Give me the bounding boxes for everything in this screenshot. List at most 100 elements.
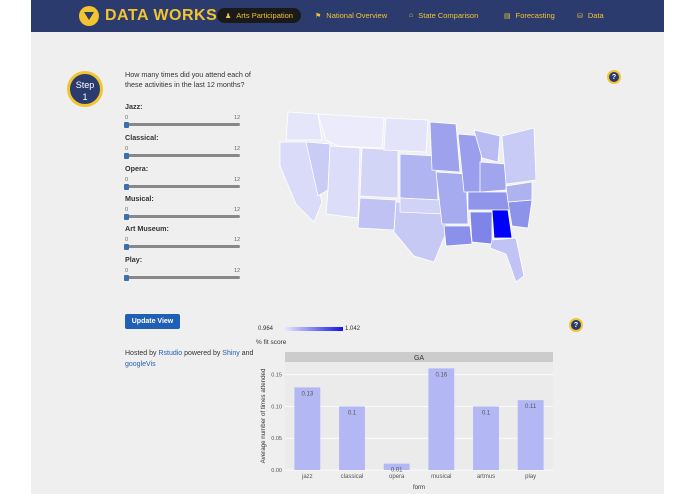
slider-track[interactable]: [125, 185, 240, 188]
nav-label: Arts Participation: [236, 11, 293, 20]
slider-track[interactable]: [125, 154, 240, 157]
rstudio-link[interactable]: Rstudio: [158, 350, 183, 357]
nav-arts-participation[interactable]: ♟ Arts Participation: [217, 8, 301, 23]
slider-min: 0: [125, 207, 129, 213]
nav-forecasting[interactable]: ▤ Forecasting: [496, 8, 563, 23]
brand-title: DATA WORKS: [105, 7, 218, 24]
nav-label: National Overview: [326, 11, 388, 20]
bar-play[interactable]: [517, 400, 544, 470]
slider-min: 0: [125, 115, 129, 121]
chart-title: GA: [414, 355, 424, 362]
bar-classical[interactable]: [339, 406, 365, 470]
hosted-prefix: Hosted by: [125, 350, 159, 357]
brand[interactable]: DATA WORKS: [79, 4, 217, 28]
y-tick-label: 0.00: [271, 468, 282, 474]
nav-state-comparison[interactable]: ⌂ State Comparison: [401, 8, 486, 23]
slider-track[interactable]: [125, 276, 240, 279]
y-axis-label: Average number of times attended: [260, 368, 267, 463]
slider-handle[interactable]: [124, 184, 129, 190]
map-state-new-mexico: [357, 197, 397, 231]
slider-max: 12: [234, 115, 241, 121]
map-state-indiana-ohio: [479, 161, 507, 193]
step-number: 1: [82, 92, 88, 102]
slider-track[interactable]: [125, 215, 240, 218]
slider-min: 0: [125, 268, 129, 274]
map-state-michigan: [473, 129, 501, 163]
person-icon: ♟: [225, 12, 232, 20]
y-tick-label: 0.05: [271, 436, 282, 442]
map-state-idaho-montana: [317, 113, 385, 149]
update-view-button[interactable]: Update View: [125, 314, 180, 329]
googlevis-link[interactable]: googleVis: [125, 361, 156, 368]
y-tick-label: 0.10: [271, 404, 282, 410]
bar-musical[interactable]: [428, 368, 455, 470]
chart-icon: ▤: [504, 12, 511, 20]
slider-label: Opera:: [125, 164, 149, 173]
flag-icon: ⚑: [315, 12, 322, 20]
map-state-northeast: [501, 127, 536, 185]
bar-jazz[interactable]: [294, 387, 321, 470]
x-axis-label: form: [413, 485, 425, 491]
slider-label: Art Museum:: [125, 224, 169, 233]
help-button-map[interactable]: ?: [607, 70, 621, 84]
help-button-chart[interactable]: ?: [569, 318, 583, 332]
bar-value-label: 0.1: [348, 410, 357, 416]
slider-handle[interactable]: [124, 122, 129, 128]
y-tick-label: 0.15: [271, 373, 282, 379]
legend-max: 1.042: [345, 326, 361, 332]
bar-artmus[interactable]: [473, 406, 499, 470]
slider-track[interactable]: [125, 123, 240, 126]
top-navbar: DATA WORKS ♟ Arts Participation ⚑ Nation…: [31, 0, 664, 32]
nav-data[interactable]: ⛁ Data: [569, 8, 612, 23]
attendance-bar-chart: GA 0.00 0.05 0.10 0.15 0.13 jazz 0.1 classical 0…: [260, 352, 553, 491]
slider-track[interactable]: [125, 245, 240, 248]
nav-label: Forecasting: [515, 11, 555, 20]
map-legend: 0.964 1.042: [258, 324, 458, 336]
slider-label: Classical:: [125, 133, 159, 142]
map-state-utah-arizona: [325, 145, 361, 219]
slider-max: 12: [234, 207, 241, 213]
chart-title-strip: [285, 352, 553, 362]
x-tick-label: artmus: [477, 474, 495, 480]
nav-label: State Comparison: [418, 11, 479, 20]
map-state-georgia: [491, 209, 513, 239]
slider-min: 0: [125, 237, 129, 243]
map-state-oklahoma: [399, 197, 443, 215]
hosted-mid: powered by: [182, 350, 223, 357]
bar-value-label: 0.11: [525, 404, 537, 410]
us-choropleth-map[interactable]: [266, 106, 536, 292]
slider-max: 12: [234, 268, 241, 274]
map-state-dakotas: [383, 117, 429, 153]
home-icon: ⌂: [409, 12, 414, 19]
slider-min: 0: [125, 177, 129, 183]
nav-label: Data: [587, 11, 604, 20]
nav-national-overview[interactable]: ⚑ National Overview: [307, 8, 395, 23]
map-state-minnesota-iowa: [429, 121, 461, 173]
slider-label: Musical:: [125, 194, 154, 203]
hosted-and: and: [239, 350, 254, 357]
shiny-link[interactable]: Shiny: [222, 350, 240, 357]
map-state-louisiana: [443, 225, 473, 247]
survey-question: How many times did you attend each of th…: [125, 70, 251, 89]
slider-handle[interactable]: [124, 275, 129, 281]
bar-opera[interactable]: [383, 463, 410, 470]
x-tick-label: musical: [431, 474, 451, 480]
map-state-florida: [489, 237, 525, 283]
x-tick-label: opera: [389, 474, 405, 480]
slider-handle[interactable]: [124, 214, 129, 220]
map-state-virginia: [505, 181, 533, 203]
main-content: Step 1 How many times did you attend eac…: [31, 32, 664, 494]
fit-score-label: % fit score: [256, 339, 287, 346]
bar-value-label: 0.16: [435, 372, 447, 378]
map-state-mississippi-alabama: [469, 211, 493, 245]
slider-min: 0: [125, 146, 129, 152]
slider-handle[interactable]: [124, 244, 129, 250]
slider-handle[interactable]: [124, 153, 129, 159]
map-state-pacific-nw: [285, 111, 323, 141]
slider-max: 12: [234, 237, 241, 243]
step-badge: Step 1: [67, 71, 103, 107]
legend-min: 0.964: [258, 326, 274, 332]
bar-value-label: 0.13: [301, 391, 313, 397]
bar-value-label: 0.1: [482, 410, 491, 416]
database-icon: ⛁: [577, 12, 583, 20]
